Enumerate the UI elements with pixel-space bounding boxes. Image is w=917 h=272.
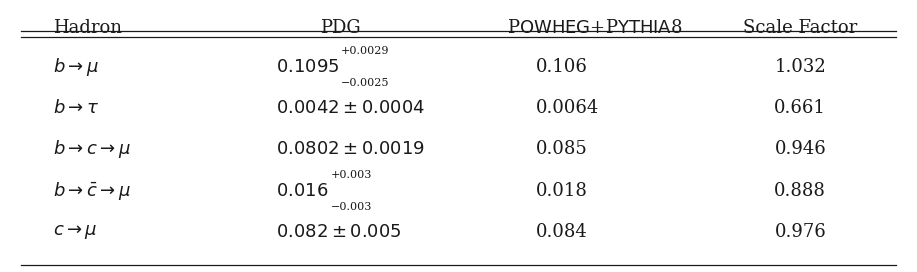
Text: 0.106: 0.106 <box>536 58 588 76</box>
Text: $0.0802 \pm 0.0019$: $0.0802 \pm 0.0019$ <box>276 140 425 158</box>
Text: 0.888: 0.888 <box>774 182 826 200</box>
Text: $0.0042 \pm 0.0004$: $0.0042 \pm 0.0004$ <box>276 99 425 117</box>
Text: $0.016$: $0.016$ <box>276 182 328 200</box>
Text: 1.032: 1.032 <box>775 58 826 76</box>
Text: $0.1095$: $0.1095$ <box>276 58 339 76</box>
Text: $b \rightarrow c \rightarrow \mu$: $b \rightarrow c \rightarrow \mu$ <box>53 138 131 160</box>
Text: $b \rightarrow \bar{c} \rightarrow \mu$: $b \rightarrow \bar{c} \rightarrow \mu$ <box>53 180 131 202</box>
Text: $c \rightarrow \mu$: $c \rightarrow \mu$ <box>53 223 97 241</box>
Text: 0.976: 0.976 <box>775 223 826 241</box>
Text: 0.661: 0.661 <box>774 99 826 117</box>
Text: $0.082 \pm 0.005$: $0.082 \pm 0.005$ <box>276 223 402 241</box>
Text: $b \rightarrow \mu$: $b \rightarrow \mu$ <box>53 56 99 78</box>
Text: −0.0025: −0.0025 <box>341 78 390 88</box>
Text: 0.018: 0.018 <box>536 182 588 200</box>
Text: Hadron: Hadron <box>53 19 122 37</box>
Text: Scale Factor: Scale Factor <box>743 19 857 37</box>
Text: $b \rightarrow \tau$: $b \rightarrow \tau$ <box>53 99 99 117</box>
Text: 0.0064: 0.0064 <box>536 99 599 117</box>
Text: 0.085: 0.085 <box>536 140 588 158</box>
Text: +0.0029: +0.0029 <box>341 46 390 56</box>
Text: 0.084: 0.084 <box>536 223 588 241</box>
Text: −0.003: −0.003 <box>330 202 371 212</box>
Text: 0.946: 0.946 <box>775 140 826 158</box>
Text: PDG: PDG <box>320 19 360 37</box>
Text: P$\mathrm{OWHEG}$+P$\mathrm{YTHIA}$8: P$\mathrm{OWHEG}$+P$\mathrm{YTHIA}$8 <box>507 19 683 37</box>
Text: +0.003: +0.003 <box>330 170 371 180</box>
